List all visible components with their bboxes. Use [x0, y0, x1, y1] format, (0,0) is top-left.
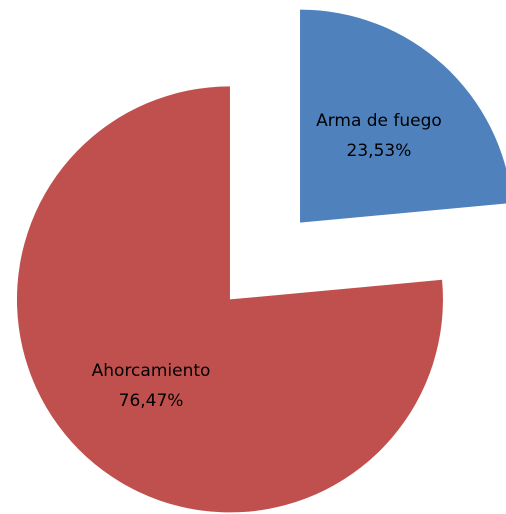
slice-label: Arma de fuego [316, 111, 442, 131]
slice-value-label: 76,47% [119, 391, 184, 411]
pie-slice [300, 9, 506, 223]
pie-slice [16, 86, 443, 513]
slice-value-label: 23,53% [347, 141, 412, 161]
slice-label: Ahorcamiento [92, 361, 211, 381]
